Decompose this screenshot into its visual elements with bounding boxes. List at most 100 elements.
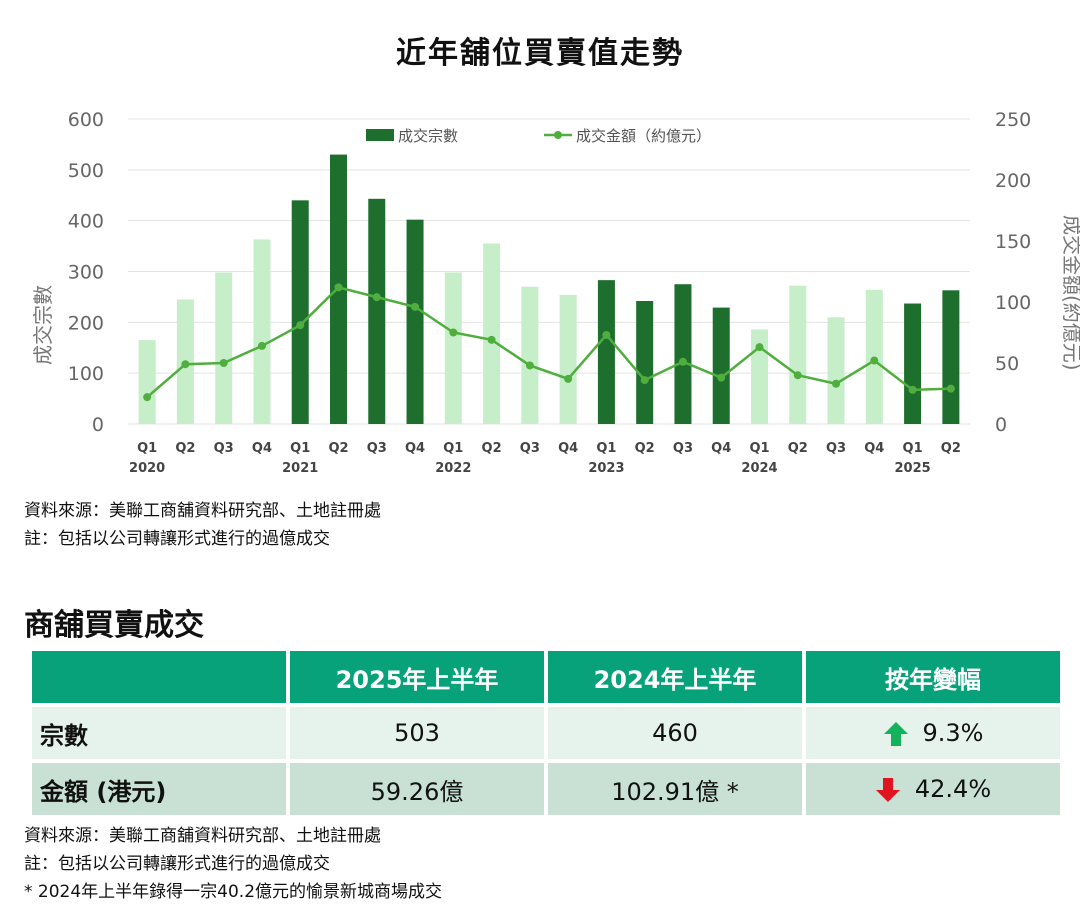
x-tick-label: Q1 xyxy=(137,441,157,456)
left-tick-label: 0 xyxy=(92,414,104,436)
x-tick-label: Q1 xyxy=(903,441,923,456)
line-point xyxy=(487,335,496,344)
line-point xyxy=(678,357,687,366)
change-value: 42.4% xyxy=(914,775,992,803)
line-point xyxy=(411,302,420,311)
year-label: 2025 xyxy=(894,461,930,476)
right-tick-label: 150 xyxy=(995,231,1031,253)
x-tick-label: Q1 xyxy=(443,441,463,456)
left-tick-label: 600 xyxy=(68,109,104,131)
x-tick-label: Q2 xyxy=(482,441,502,456)
cell-amount-2024: 102.91億 * xyxy=(548,763,802,815)
right-tick-label: 250 xyxy=(995,109,1031,131)
bar xyxy=(291,200,309,424)
down-arrow-icon xyxy=(875,778,900,802)
bar xyxy=(406,219,424,424)
line-point xyxy=(832,379,841,388)
bar xyxy=(751,329,768,424)
x-tick-label: Q1 xyxy=(596,441,616,456)
right-axis-label: 成交金額(約億元) xyxy=(1060,215,1080,371)
bar xyxy=(827,317,845,424)
line-point xyxy=(717,373,726,382)
cell-count-change: 9.3% xyxy=(806,707,1060,759)
legend-bar-label: 成交宗數 xyxy=(398,127,458,145)
line-point xyxy=(219,359,228,367)
left-tick-label: 400 xyxy=(68,211,104,233)
line-point xyxy=(870,356,879,365)
table-row: 金額 (港元) 59.26億 102.91億 * 42.4% xyxy=(32,763,1060,815)
year-label: 2024 xyxy=(741,461,777,476)
left-axis-label: 成交宗數 xyxy=(31,285,55,365)
line-point xyxy=(602,330,611,339)
bar xyxy=(444,272,462,424)
bar xyxy=(712,307,730,424)
transactions-table: 2025年上半年 2024年上半年 按年變幅 宗數 503 460 9.3% 金… xyxy=(28,647,1064,819)
bar xyxy=(138,340,156,424)
x-tick-label: Q3 xyxy=(214,441,234,456)
x-tick-label: Q3 xyxy=(826,441,846,456)
row-label-amount: 金額 (港元) xyxy=(32,763,286,815)
bar xyxy=(521,286,539,424)
line-point xyxy=(449,328,458,337)
line-point xyxy=(181,360,190,369)
x-tick-label: Q2 xyxy=(175,441,195,456)
line-point xyxy=(143,393,152,402)
year-label: 2021 xyxy=(282,461,318,476)
table-footnote: 註：包括以公司轉讓形式進行的過億成交 xyxy=(24,854,330,874)
bar xyxy=(789,285,807,424)
cell-count-2025: 503 xyxy=(290,707,544,759)
right-tick-label: 200 xyxy=(995,170,1031,192)
x-tick-label: Q1 xyxy=(749,441,769,456)
table-header-2024: 2024年上半年 xyxy=(548,651,802,703)
x-tick-label: Q4 xyxy=(558,441,578,456)
right-tick-label: 100 xyxy=(995,292,1031,314)
line-point xyxy=(564,374,573,383)
table-asterisk-note: * 2024年上半年錄得一宗40.2億元的愉景新城商場成交 xyxy=(24,882,443,902)
cell-amount-2025: 59.26億 xyxy=(290,763,544,815)
legend-line-marker xyxy=(554,131,562,139)
bar xyxy=(597,280,615,424)
x-tick-label: Q4 xyxy=(864,441,884,456)
line-point xyxy=(334,283,343,292)
line-point xyxy=(640,376,649,385)
bar xyxy=(483,243,501,424)
left-tick-label: 300 xyxy=(68,262,104,284)
bar xyxy=(636,300,654,424)
table-header-2025: 2025年上半年 xyxy=(290,651,544,703)
bar xyxy=(904,303,922,424)
line-point xyxy=(257,341,266,350)
left-tick-label: 100 xyxy=(68,363,104,385)
table-title: 商舖買賣成交 xyxy=(24,608,204,643)
x-tick-label: Q3 xyxy=(367,441,387,456)
x-tick-label: Q2 xyxy=(635,441,655,456)
row-label-count: 宗數 xyxy=(32,707,286,759)
left-tick-label: 500 xyxy=(68,160,104,182)
right-tick-label: 50 xyxy=(995,353,1019,375)
bar xyxy=(559,294,577,424)
year-label: 2022 xyxy=(435,461,471,476)
left-tick-label: 200 xyxy=(68,312,104,334)
x-tick-label: Q1 xyxy=(290,441,310,456)
table-footnotes: 資料來源：美聯工商舖資料研究部、土地註冊處 註：包括以公司轉讓形式進行的過億成交… xyxy=(24,822,442,906)
table-header-change: 按年變幅 xyxy=(806,651,1060,703)
x-tick-label: Q2 xyxy=(328,441,348,456)
line-point xyxy=(946,384,955,393)
cell-count-2024: 460 xyxy=(548,707,802,759)
right-axis-ticks: 0 50 100 150 200 250 xyxy=(995,109,1031,436)
line-point xyxy=(908,385,917,394)
bar xyxy=(253,239,271,424)
right-tick-label: 0 xyxy=(995,414,1007,436)
line-point xyxy=(525,361,534,370)
chart-title: 近年舖位買賣值走勢 xyxy=(396,36,684,71)
x-tick-label: Q2 xyxy=(788,441,808,456)
bar xyxy=(368,198,386,424)
change-value: 9.3% xyxy=(922,719,984,747)
legend-line-label: 成交金額（約億元） xyxy=(576,127,711,145)
x-axis-ticks: Q1 Q2 Q3 Q4 Q1 Q2 Q3 Q4 Q1 Q2 Q3 Q4 Q1 Q2 Q3 Q4 Q1 Q2 Q3 Q4… xyxy=(129,441,961,476)
x-tick-label: Q3 xyxy=(673,441,693,456)
line-point xyxy=(372,293,381,302)
series-line xyxy=(146,285,951,399)
year-label: 2020 xyxy=(129,461,165,476)
chart-source-note: 資料來源：美聯工商舖資料研究部、土地註冊處 xyxy=(24,501,381,521)
x-tick-label: Q4 xyxy=(711,441,731,456)
